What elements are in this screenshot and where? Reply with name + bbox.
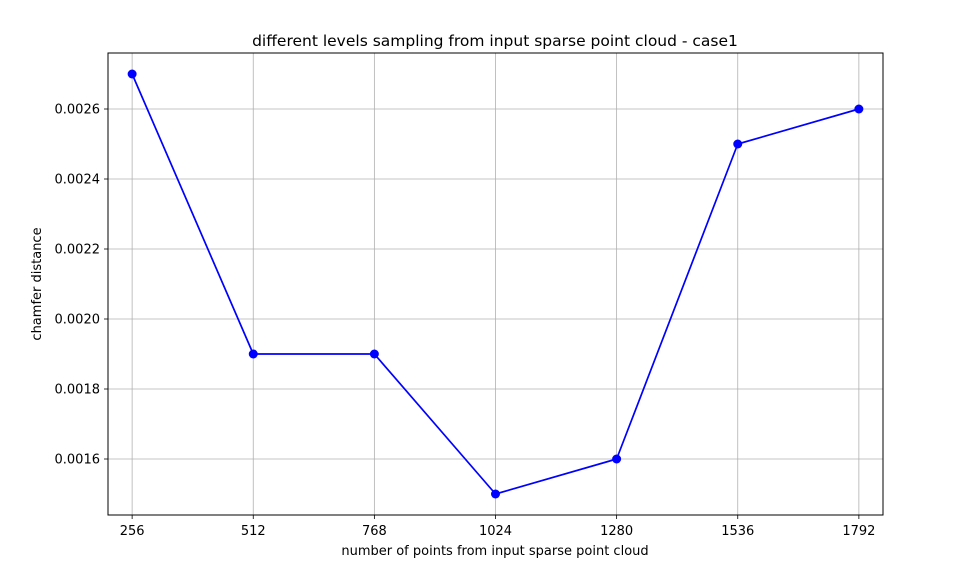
data-point-marker bbox=[491, 489, 500, 499]
chart-title: different levels sampling from input spa… bbox=[252, 32, 738, 50]
y-axis-label: chamfer distance bbox=[30, 227, 45, 340]
y-tick-label: 0.0026 bbox=[55, 103, 101, 118]
grid-lines bbox=[108, 53, 883, 515]
y-tick-label: 0.0018 bbox=[55, 383, 101, 398]
data-series bbox=[127, 69, 864, 499]
data-point-marker bbox=[127, 69, 137, 79]
x-tick-label: 256 bbox=[120, 524, 145, 539]
x-tick-label: 512 bbox=[241, 524, 266, 539]
y-tick-label: 0.0020 bbox=[55, 313, 101, 328]
y-tick-label: 0.0016 bbox=[55, 453, 101, 468]
x-tick-label: 768 bbox=[362, 524, 387, 539]
data-point-marker bbox=[854, 104, 864, 114]
data-point-marker bbox=[612, 454, 622, 464]
y-axis-ticks: 0.0016 0.0018 0.0020 0.0022 0.0024 0.0026 bbox=[55, 103, 108, 468]
x-tick-label: 1280 bbox=[600, 524, 633, 539]
x-tick-label: 1024 bbox=[479, 524, 512, 539]
x-tick-label: 1536 bbox=[721, 524, 754, 539]
data-point-marker bbox=[369, 349, 379, 359]
x-tick-label: 1792 bbox=[842, 524, 875, 539]
x-axis-ticks: 256 512 768 1024 1280 1536 1792 bbox=[120, 515, 875, 539]
data-point-marker bbox=[733, 139, 743, 149]
y-tick-label: 0.0022 bbox=[55, 243, 101, 258]
x-axis-label: number of points from input sparse point… bbox=[341, 544, 648, 559]
data-point-marker bbox=[248, 349, 258, 359]
y-tick-label: 0.0024 bbox=[55, 173, 101, 188]
